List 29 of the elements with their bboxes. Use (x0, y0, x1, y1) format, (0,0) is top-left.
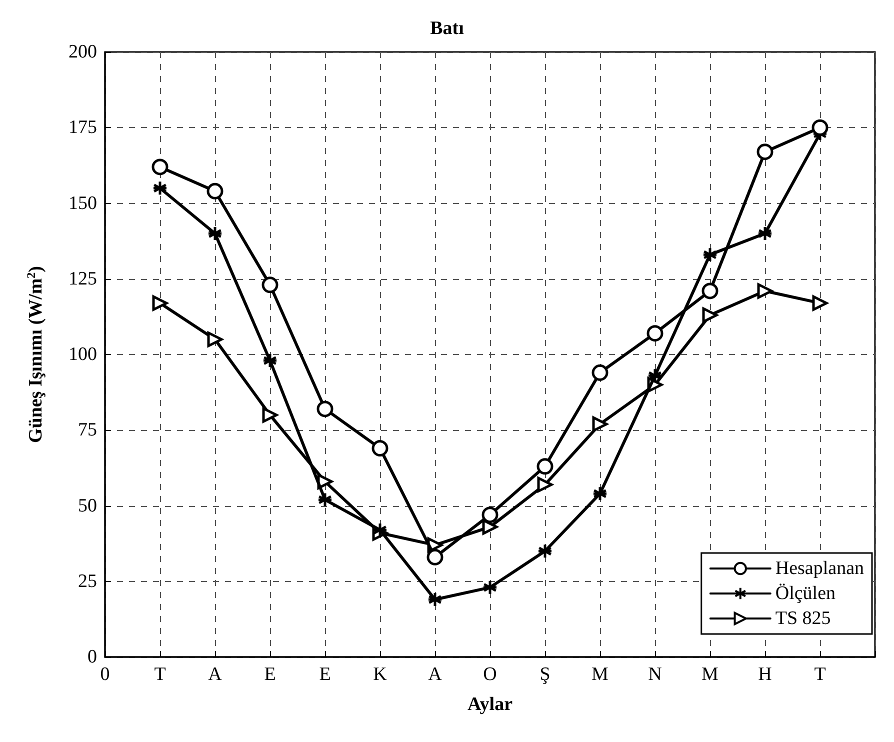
y-tick-label: 175 (68, 117, 97, 138)
x-tick-label: K (373, 664, 388, 685)
chart-title: Batı (430, 18, 464, 39)
y-tick-label: 0 (88, 646, 97, 668)
y-tick-label: 50 (78, 495, 97, 516)
y-tick-label: 125 (68, 268, 97, 290)
x-axis-title: Aylar (467, 694, 514, 715)
x-tick-label: E (264, 664, 276, 685)
x-tick-label: T (154, 664, 166, 685)
x-tick-label: A (428, 664, 442, 685)
x-tick-label: N (648, 664, 662, 685)
x-tick-label: 0 (100, 664, 110, 685)
y-axis-title: Güneş Işınımı (W/m2) (24, 266, 46, 444)
x-tick-label: T (814, 664, 826, 685)
x-tick-label: H (758, 664, 772, 685)
x-tick-label: E (319, 664, 331, 685)
y-tick-label: 150 (68, 192, 97, 214)
y-tick-label: 25 (78, 570, 97, 592)
x-tick-label: O (483, 664, 497, 685)
legend-label: Hesaplanan (775, 558, 864, 579)
legend-label: Ölçülen (775, 583, 836, 604)
x-tick-label: M (592, 664, 609, 685)
legend-label: TS 825 (775, 608, 831, 629)
x-tick-label: Ş (540, 664, 550, 685)
y-tick-label: 200 (68, 42, 97, 62)
y-tick-label: 100 (68, 344, 97, 365)
y-tick-label: 75 (78, 420, 97, 441)
x-tick-label: A (208, 664, 222, 685)
x-tick-label: M (702, 664, 719, 685)
